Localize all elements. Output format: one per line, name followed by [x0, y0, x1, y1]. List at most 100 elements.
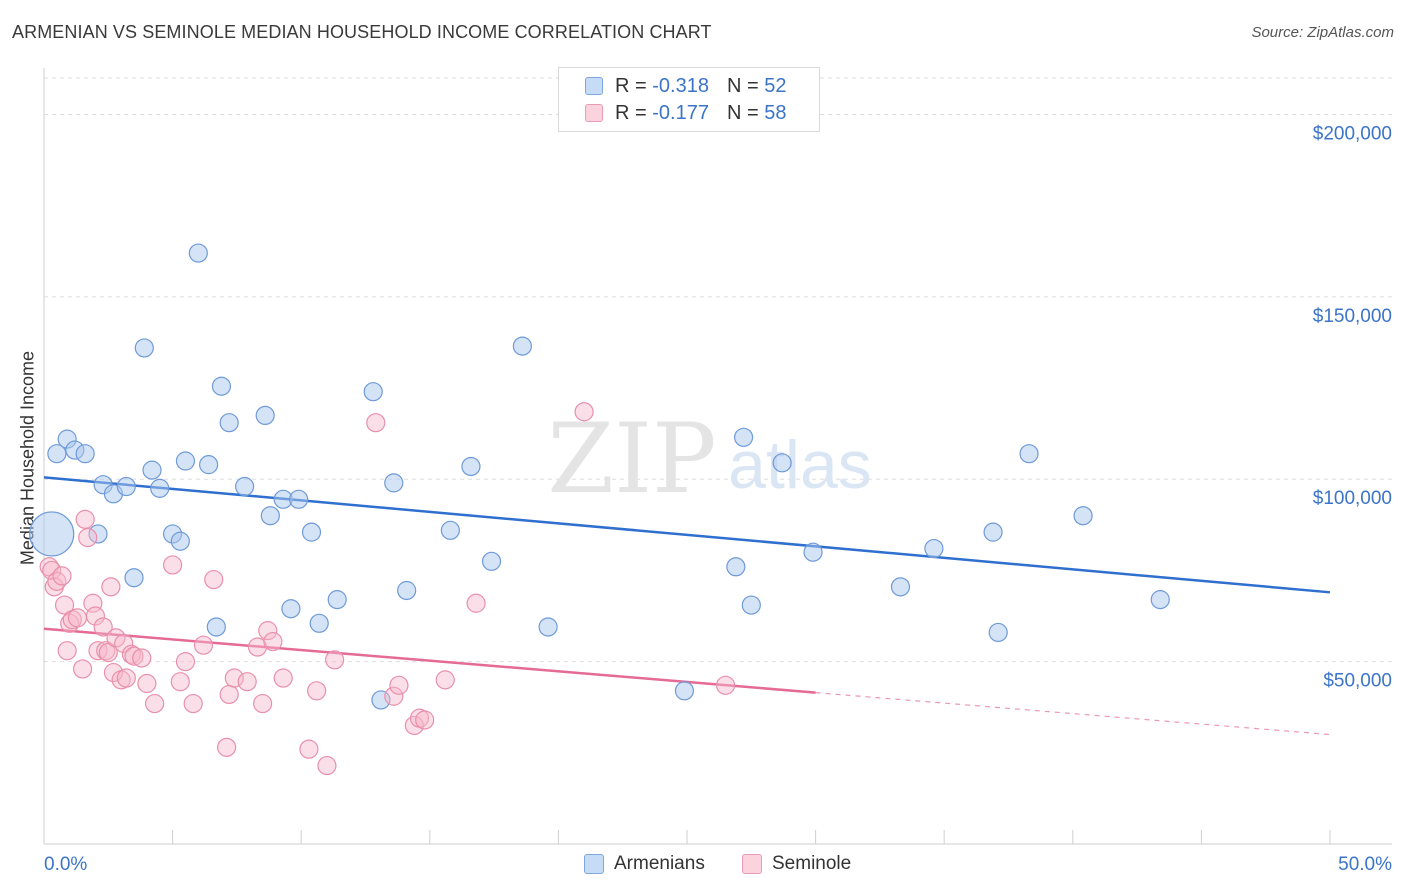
seminole-point: [116, 668, 136, 688]
armenians-point: [741, 595, 761, 615]
armenians-point: [235, 476, 255, 497]
legend-n-value: 58: [764, 101, 787, 124]
seminole-point: [114, 633, 134, 653]
seminole-point: [389, 675, 409, 695]
armenians-point: [88, 524, 108, 544]
legend-n-value: 52: [764, 74, 787, 97]
armenians-point: [803, 542, 823, 562]
seminole-point: [273, 668, 293, 688]
seminole-point: [47, 571, 67, 591]
seminole-point: [217, 737, 237, 757]
seminole-point: [299, 739, 319, 759]
seminole-point: [204, 569, 224, 590]
armenians-point: [175, 451, 196, 471]
legend-r-label: R =: [615, 74, 647, 97]
seminole-point: [307, 681, 327, 701]
seminole-point: [132, 648, 152, 668]
seminole-point: [75, 509, 95, 529]
seminole-point: [258, 621, 278, 641]
armenians-point: [260, 506, 280, 526]
seminole-point: [42, 560, 62, 581]
seminole-trend-line: [43, 627, 816, 694]
seminole-point: [163, 555, 183, 575]
armenians-point: [371, 690, 391, 710]
armenians-point: [289, 489, 309, 509]
gridlines: [44, 77, 1392, 663]
y-tick-label: $100,000: [1313, 488, 1392, 509]
armenians-point: [1019, 444, 1039, 464]
x-tick-label: 50.0%: [1338, 854, 1392, 875]
seminole-point: [237, 672, 257, 692]
seminole-point: [175, 652, 196, 672]
armenians-point: [124, 568, 144, 588]
armenians-point: [188, 243, 208, 263]
armenians-point: [47, 444, 67, 464]
armenians-point: [924, 538, 944, 559]
armenians-point: [281, 599, 301, 619]
armenians-point: [211, 376, 232, 396]
armenians-point: [733, 427, 754, 447]
armenians-point: [674, 681, 695, 701]
armenians-point: [301, 522, 322, 542]
seminole-point: [224, 668, 244, 688]
seminole-point: [317, 755, 337, 776]
legend-swatch-seminole: [742, 854, 762, 874]
seminole-point: [137, 673, 157, 694]
series-legend-armenians: Armenians: [584, 852, 705, 876]
seminole-point: [325, 650, 345, 670]
seminole-point: [715, 675, 736, 695]
x-tick-label: 0.0%: [44, 854, 87, 875]
armenians-point: [309, 613, 329, 633]
seminole-point: [435, 670, 455, 690]
seminole-point: [85, 606, 106, 626]
armenians-point: [397, 580, 417, 601]
seminole-point: [384, 686, 404, 706]
armenians-point: [1150, 590, 1170, 610]
seminole-point: [52, 566, 72, 586]
legend-swatch-armenians: [585, 77, 603, 95]
x-tick-labels: 0.0% 50.0%: [44, 854, 1392, 875]
armenians-point: [983, 522, 1003, 542]
armenians-point: [199, 455, 219, 475]
correlation-legend: R = -0.318 N = 52 R = -0.177 N = 58: [558, 67, 820, 132]
y-tick-labels: $50,000 $100,000 $150,000 $200,000: [1313, 123, 1392, 691]
armenians-point: [116, 476, 136, 497]
seminole-point: [93, 617, 113, 637]
legend-swatch-seminole: [585, 104, 603, 122]
legend-label-seminole: Seminole: [772, 853, 852, 874]
armenians-point: [255, 405, 275, 426]
armenians-point: [363, 382, 383, 402]
armenians-point: [75, 444, 95, 464]
seminole-point: [170, 672, 190, 692]
axes: [43, 68, 1392, 845]
seminole-point: [183, 693, 203, 714]
seminole-point: [219, 684, 239, 705]
chart-title: ARMENIAN VS SEMINOLE MEDIAN HOUSEHOLD IN…: [12, 22, 712, 42]
watermark-zip: ZIP: [547, 403, 716, 515]
seminole-point: [466, 593, 486, 613]
seminole-trend-extension: [815, 692, 1331, 736]
legend-row-seminole: R = -0.177 N = 58: [585, 101, 786, 125]
armenians-point: [150, 478, 170, 498]
source-credit: Source: ZipAtlas.com: [1251, 24, 1394, 41]
legend-row-armenians: R = -0.318 N = 52: [585, 74, 786, 98]
seminole-point: [67, 608, 88, 628]
armenians-trend-line: [43, 476, 1331, 594]
seminole-point: [101, 577, 121, 597]
y-tick-label: $150,000: [1313, 306, 1392, 327]
armenians-point: [461, 456, 481, 477]
armenians-point: [170, 531, 190, 551]
armenians-point: [440, 520, 460, 540]
armenians-point: [134, 338, 154, 358]
armenians-points: [29, 243, 1170, 710]
legend-r-value: -0.318: [652, 74, 709, 97]
legend-r-label: R =: [615, 101, 647, 124]
armenians-point: [206, 617, 226, 637]
seminole-point: [144, 693, 165, 714]
seminole-point: [366, 413, 386, 433]
armenians-point: [142, 460, 162, 480]
legend-swatch-armenians: [584, 854, 604, 874]
armenians-point: [1073, 506, 1093, 526]
legend-r-value: -0.177: [652, 101, 709, 124]
